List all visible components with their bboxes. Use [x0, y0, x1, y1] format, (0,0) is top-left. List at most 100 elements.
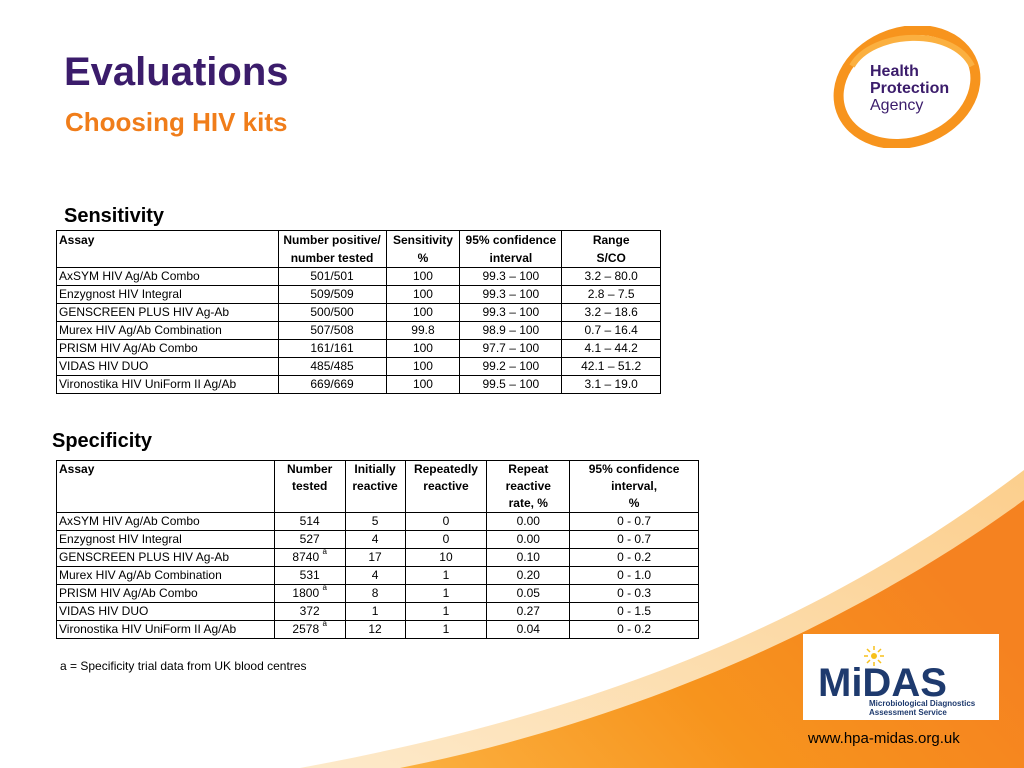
- cell-value: 0 - 0.3: [617, 586, 652, 600]
- assay-cell: Vironostika HIV UniForm II Ag/Ab: [56, 620, 275, 639]
- table-cell: 0 - 1.5: [569, 602, 699, 621]
- table-cell: 1: [404, 566, 488, 585]
- header-line: [408, 495, 485, 512]
- table-cell: 531: [273, 566, 346, 585]
- table-row: GENSCREEN PLUS HIV Ag-Ab 500/500 100 99.3 –…: [56, 303, 661, 322]
- cell-value: 0: [442, 532, 450, 546]
- cell-value: Murex HIV Ag/Ab Combination: [59, 568, 222, 582]
- cell-value: GENSCREEN PLUS HIV Ag-Ab: [59, 550, 230, 564]
- cell-value: 0.20: [516, 568, 540, 582]
- table-cell: 12: [344, 620, 406, 639]
- header-line: number tested: [290, 251, 374, 265]
- specificity-column-header: 95% confidence interval,%: [569, 460, 699, 513]
- cell-value: PRISM HIV Ag/Ab Combo: [59, 586, 198, 600]
- header-line: Number: [287, 462, 333, 476]
- cell-value: 531: [299, 568, 320, 582]
- table-cell: 161/161: [277, 339, 387, 358]
- cell-value: Vironostika HIV UniForm II Ag/Ab: [59, 622, 237, 636]
- header-line: reactive: [352, 479, 398, 493]
- header-line: interval,: [611, 479, 658, 493]
- header-line: %: [417, 251, 429, 265]
- table-cell: 0.00: [486, 530, 571, 549]
- header-line: S/CO: [596, 251, 626, 265]
- header-line: [59, 495, 272, 512]
- table-cell: 3.2 – 18.6: [561, 303, 661, 322]
- table-row: Murex HIV Ag/Ab Combination 507/508 99.8 98…: [56, 321, 661, 340]
- header-line: tested: [292, 479, 328, 493]
- assay-cell: Enzygnost HIV Integral: [56, 530, 275, 549]
- cell-value: VIDAS HIV DUO: [59, 604, 149, 618]
- assay-cell: PRISM HIV Ag/Ab Combo: [56, 584, 275, 603]
- assay-cell: Murex HIV Ag/Ab Combination: [56, 566, 275, 585]
- cell-value: 1: [442, 622, 450, 636]
- table-cell: 1: [404, 620, 488, 639]
- table-row: VIDAS HIV DUO 372 1 1 0.27 0 - 1.5: [56, 602, 699, 621]
- header-line: Repeat: [508, 462, 549, 476]
- specificity-column-header: Initially reactive: [344, 460, 406, 513]
- cell-value: 514: [299, 514, 320, 528]
- table-cell: 0.04: [486, 620, 571, 639]
- sensitivity-header-row: Assay Number positive/number tested Sensi…: [56, 230, 661, 268]
- assay-cell: GENSCREEN PLUS HIV Ag-Ab: [56, 548, 275, 567]
- header-line: [59, 249, 276, 267]
- specificity-heading: Specificity: [52, 430, 153, 452]
- table-row: Vironostika HIV UniForm II Ag/Ab 2578 a 12…: [56, 619, 699, 639]
- table-cell: 514: [273, 512, 346, 531]
- hpa-logo-line3: Agency: [870, 97, 923, 114]
- cell-value: 0 - 1.0: [617, 568, 652, 582]
- midas-wordmark: MiDAS: [818, 661, 947, 705]
- header-line: reactive: [423, 479, 469, 493]
- table-cell: 1: [404, 602, 488, 621]
- table-cell: 501/501: [277, 267, 387, 286]
- table-cell: 97.7 – 100: [459, 339, 563, 358]
- table-cell: 100: [385, 303, 461, 322]
- table-cell: 0.20: [486, 566, 571, 585]
- table-cell: 99.3 – 100: [459, 267, 563, 286]
- table-cell: 1800 a: [273, 583, 346, 603]
- table-cell: 4: [344, 566, 406, 585]
- assay-cell: AxSYM HIV Ag/Ab Combo: [56, 267, 279, 286]
- table-cell: 0 - 0.2: [569, 620, 699, 639]
- cell-value: 8: [371, 586, 379, 600]
- table-cell: 0.05: [486, 584, 571, 603]
- table-row: Murex HIV Ag/Ab Combination 531 4 1 0.20 0 - …: [56, 566, 699, 585]
- website-url[interactable]: www.hpa-midas.org.uk: [808, 730, 960, 747]
- cell-value: 5: [371, 514, 379, 528]
- cell-value: 0: [442, 514, 450, 528]
- header-line: [59, 478, 272, 495]
- cell-value: 0.27: [516, 604, 540, 618]
- table-cell: 527: [273, 530, 346, 549]
- cell-value: 372: [299, 604, 320, 618]
- specificity-header-row: Assay Number tested Initially reactive Rep…: [56, 460, 699, 513]
- sensitivity-column-header: Assay: [56, 230, 279, 268]
- table-row: Enzygnost HIV Integral 509/509 100 99.3 – 1…: [56, 285, 661, 304]
- table-cell: 98.9 – 100: [459, 321, 563, 340]
- table-row: AxSYM HIV Ag/Ab Combo 501/501 100 99.3 – 10…: [56, 267, 661, 286]
- header-line: reactive: [505, 479, 551, 493]
- header-line: %: [628, 496, 640, 510]
- midas-logo: MiDAS Microbiological Diagnostics Assess…: [803, 634, 999, 720]
- hpa-logo-line1: Health: [870, 63, 919, 80]
- specificity-column-header: Repeatedly reactive: [404, 460, 488, 513]
- table-cell: 2.8 – 7.5: [561, 285, 661, 304]
- table-cell: 99.3 – 100: [459, 303, 563, 322]
- cell-value: 0 - 0.7: [617, 532, 652, 546]
- header-line: interval: [489, 251, 533, 265]
- header-line: Repeatedly: [413, 462, 478, 476]
- table-cell: 4.1 – 44.2: [561, 339, 661, 358]
- assay-cell: Enzygnost HIV Integral: [56, 285, 279, 304]
- table-cell: 3.2 – 80.0: [561, 267, 661, 286]
- assay-cell: PRISM HIV Ag/Ab Combo: [56, 339, 279, 358]
- page-subtitle: Choosing HIV kits: [65, 107, 288, 137]
- cell-value: 0.04: [516, 622, 540, 636]
- table-cell: 0 - 0.2: [569, 548, 699, 567]
- table-cell: 0.7 – 16.4: [561, 321, 661, 340]
- cell-value: 1: [442, 568, 450, 582]
- table-cell: 8: [344, 584, 406, 603]
- sensitivity-heading: Sensitivity: [64, 205, 165, 227]
- table-cell: 99.5 – 100: [459, 375, 563, 394]
- table-cell: 8740 a: [273, 547, 346, 567]
- header-line: [348, 495, 403, 512]
- table-row: PRISM HIV Ag/Ab Combo 1800 a 8 1 0.05 0 - 0.3: [56, 583, 699, 603]
- cell-value: 1: [442, 604, 450, 618]
